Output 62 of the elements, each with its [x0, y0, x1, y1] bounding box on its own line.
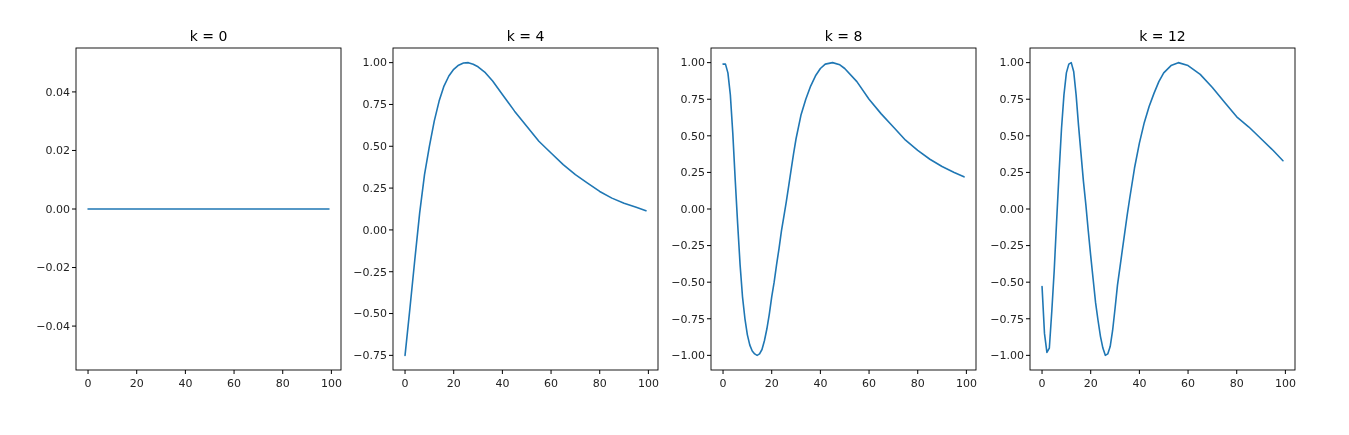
- chart-title: k = 8: [824, 28, 863, 44]
- line-series: [722, 61, 965, 357]
- y-tick-label: 1.00: [999, 56, 1024, 70]
- y-tick-label: 0.02: [45, 144, 70, 158]
- x-tick-label: 40: [178, 377, 193, 390]
- x-tick-label: 0: [719, 377, 727, 390]
- y-tick-label: −0.25: [671, 239, 705, 253]
- chart-title: k = 0: [189, 28, 228, 44]
- x-tick-label: 60: [862, 377, 877, 390]
- x-tick-label: 40: [1132, 377, 1147, 390]
- y-tick-label: 0.50: [999, 129, 1024, 143]
- x-tick-label: 80: [1229, 377, 1244, 390]
- x-tick-label: 80: [275, 377, 290, 390]
- x-tick-label: 40: [495, 377, 510, 390]
- y-tick-label: −0.25: [990, 239, 1024, 253]
- x-tick-label: 20: [1083, 377, 1098, 390]
- x-tick-label: 0: [84, 377, 92, 390]
- y-tick-label: 0.00: [45, 202, 70, 216]
- y-tick-label: 0.04: [45, 85, 70, 99]
- chart-title: k = 4: [506, 28, 545, 44]
- y-tick-label: 0.75: [362, 98, 387, 112]
- y-tick-label: −0.75: [353, 349, 387, 363]
- x-tick-label: 60: [227, 377, 242, 390]
- y-tick-label: −0.50: [990, 276, 1024, 290]
- y-tick-label: 0.00: [999, 202, 1024, 216]
- x-tick-label: 100: [1274, 377, 1296, 390]
- y-tick-label: −0.02: [36, 261, 70, 275]
- y-tick-label: 0.25: [680, 166, 705, 180]
- x-tick-label: 80: [910, 377, 925, 390]
- line-series: [404, 61, 647, 357]
- chart-title: k = 12: [1139, 28, 1186, 44]
- y-tick-label: 0.75: [680, 93, 705, 107]
- y-tick-label: −1.00: [671, 349, 705, 363]
- y-tick-label: 0.00: [362, 223, 387, 237]
- y-tick-label: −1.00: [990, 349, 1024, 363]
- x-tick-label: 100: [955, 377, 977, 390]
- y-tick-label: −0.75: [671, 312, 705, 326]
- x-tick-label: 20: [446, 377, 461, 390]
- x-tick-label: 100: [320, 377, 342, 390]
- y-tick-label: 0.25: [999, 166, 1024, 180]
- y-tick-label: 1.00: [362, 56, 387, 70]
- x-tick-label: 60: [1181, 377, 1196, 390]
- x-tick-label: 40: [813, 377, 828, 390]
- y-tick-label: 1.00: [680, 56, 705, 70]
- x-tick-label: 60: [544, 377, 559, 390]
- y-tick-label: −0.50: [353, 307, 387, 321]
- line-series: [1041, 61, 1284, 357]
- y-tick-label: −0.50: [671, 276, 705, 290]
- x-tick-label: 100: [637, 377, 659, 390]
- x-tick-label: 20: [129, 377, 144, 390]
- y-tick-label: 0.50: [680, 129, 705, 143]
- x-tick-label: 0: [1038, 377, 1046, 390]
- y-tick-label: 0.25: [362, 181, 387, 195]
- y-tick-label: 0.75: [999, 93, 1024, 107]
- x-tick-label: 20: [764, 377, 779, 390]
- x-tick-label: 80: [592, 377, 607, 390]
- y-tick-label: −0.25: [353, 265, 387, 279]
- y-tick-label: −0.75: [990, 312, 1024, 326]
- y-tick-label: 0.00: [680, 202, 705, 216]
- y-tick-label: 0.50: [362, 140, 387, 154]
- x-tick-label: 0: [401, 377, 409, 390]
- y-tick-label: −0.04: [36, 319, 70, 333]
